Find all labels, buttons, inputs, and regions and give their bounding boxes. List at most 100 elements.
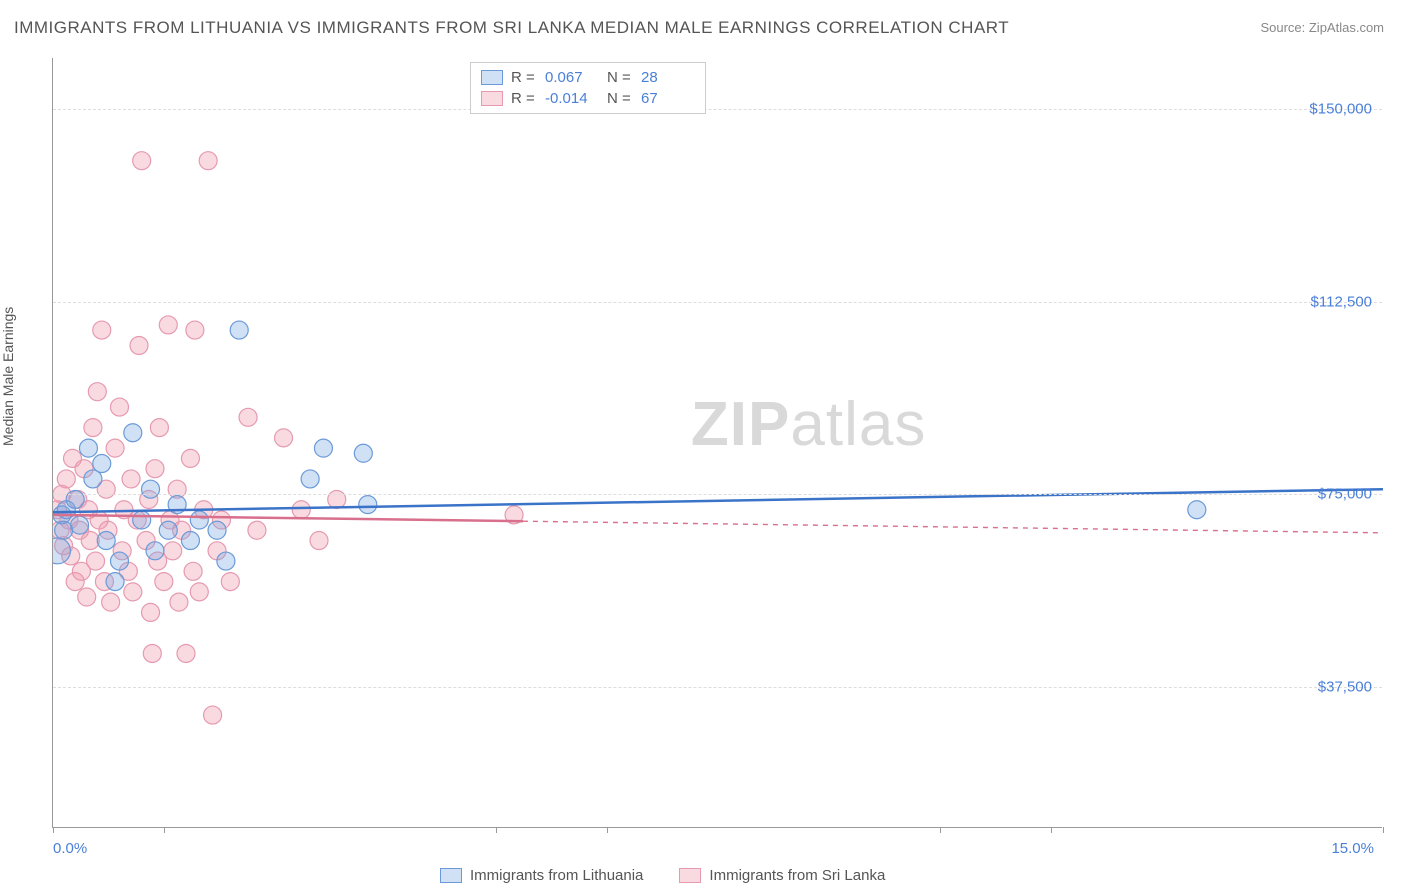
scatter-point (106, 573, 124, 591)
scatter-point (199, 152, 217, 170)
scatter-point (301, 470, 319, 488)
chart-title: IMMIGRANTS FROM LITHUANIA VS IMMIGRANTS … (14, 18, 1009, 38)
x-tick (1051, 827, 1052, 833)
scatter-point (130, 336, 148, 354)
legend-swatch (481, 70, 503, 85)
scatter-point (106, 439, 124, 457)
legend-swatch (481, 91, 503, 106)
scatter-point (190, 511, 208, 529)
x-tick (1383, 827, 1384, 833)
scatter-point (133, 152, 151, 170)
trend-line (53, 489, 1383, 512)
r-value: -0.014 (545, 90, 599, 107)
gridline (53, 302, 1382, 303)
scatter-point (142, 480, 160, 498)
x-tick (53, 827, 54, 833)
r-label: R = (511, 69, 537, 86)
scatter-point (230, 321, 248, 339)
scatter-point (146, 460, 164, 478)
scatter-point (88, 383, 106, 401)
x-axis-max-label: 15.0% (1331, 840, 1374, 857)
n-value: 28 (641, 69, 695, 86)
scatter-point (146, 542, 164, 560)
scatter-point (66, 490, 84, 508)
scatter-point (248, 521, 266, 539)
scatter-point (190, 583, 208, 601)
chart-plot-area: ZIPatlas 0.0% 15.0% $37,500$75,000$112,5… (52, 58, 1382, 828)
scatter-point (87, 552, 105, 570)
y-tick-label: $75,000 (1318, 486, 1372, 503)
scatter-point (328, 490, 346, 508)
correlation-legend: R =0.067N =28R =-0.014N =67 (470, 62, 706, 114)
scatter-point (102, 593, 120, 611)
scatter-point (310, 532, 328, 550)
scatter-point (93, 455, 111, 473)
x-tick (164, 827, 165, 833)
scatter-point (204, 706, 222, 724)
x-tick (496, 827, 497, 833)
scatter-point (292, 501, 310, 519)
legend-item: Immigrants from Sri Lanka (679, 867, 885, 884)
scatter-point (111, 398, 129, 416)
scatter-point (124, 583, 142, 601)
scatter-point (359, 496, 377, 514)
legend-swatch (440, 868, 462, 883)
scatter-point (164, 542, 182, 560)
scatter-svg (53, 58, 1383, 828)
scatter-point (354, 444, 372, 462)
scatter-point (314, 439, 332, 457)
series-legend: Immigrants from Lithuania Immigrants from… (440, 867, 885, 884)
gridline (53, 494, 1382, 495)
stat-legend-row: R =-0.014N =67 (481, 88, 695, 109)
scatter-point (150, 419, 168, 437)
x-tick (940, 827, 941, 833)
scatter-point (71, 516, 89, 534)
legend-item: Immigrants from Lithuania (440, 867, 643, 884)
r-label: R = (511, 90, 537, 107)
legend-swatch (679, 868, 701, 883)
scatter-point (181, 449, 199, 467)
source-attribution: Source: ZipAtlas.com (1260, 20, 1384, 35)
legend-label: Immigrants from Sri Lanka (709, 867, 885, 884)
scatter-point (78, 588, 96, 606)
scatter-point (1188, 501, 1206, 519)
scatter-point (84, 419, 102, 437)
scatter-point (133, 511, 151, 529)
trend-line-dashed (523, 521, 1383, 533)
gridline (53, 109, 1382, 110)
scatter-point (122, 470, 140, 488)
n-label: N = (607, 90, 633, 107)
scatter-point (275, 429, 293, 447)
y-tick-label: $37,500 (1318, 678, 1372, 695)
r-value: 0.067 (545, 69, 599, 86)
scatter-point (170, 593, 188, 611)
scatter-point (93, 321, 111, 339)
scatter-point (111, 552, 129, 570)
scatter-point (159, 316, 177, 334)
scatter-point (239, 408, 257, 426)
x-tick (607, 827, 608, 833)
y-tick-label: $112,500 (1311, 293, 1372, 310)
scatter-point (55, 521, 73, 539)
scatter-point (186, 321, 204, 339)
n-label: N = (607, 69, 633, 86)
scatter-point (155, 573, 173, 591)
scatter-point (221, 573, 239, 591)
x-axis-min-label: 0.0% (53, 840, 87, 857)
scatter-point (57, 470, 75, 488)
scatter-point (142, 603, 160, 621)
scatter-point (217, 552, 235, 570)
scatter-point (143, 644, 161, 662)
stat-legend-row: R = 0.067 N = 28 (481, 67, 695, 88)
scatter-point (181, 532, 199, 550)
y-axis-title: Median Male Earnings (0, 307, 16, 446)
scatter-point (184, 562, 202, 580)
scatter-point (177, 644, 195, 662)
y-tick-label: $150,000 (1309, 101, 1372, 118)
scatter-point (97, 532, 115, 550)
scatter-point (124, 424, 142, 442)
scatter-point (159, 521, 177, 539)
scatter-point (81, 532, 99, 550)
scatter-point (208, 521, 226, 539)
legend-label: Immigrants from Lithuania (470, 867, 643, 884)
